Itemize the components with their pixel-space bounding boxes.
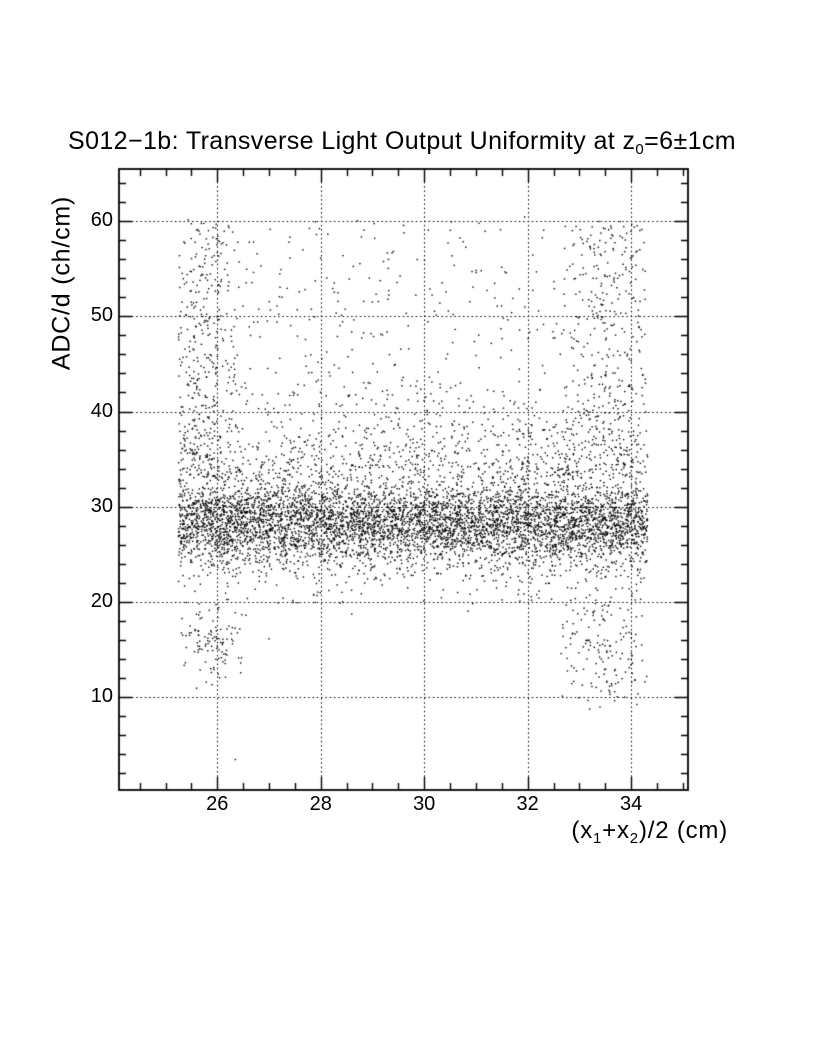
x-tick-label-34: 34 xyxy=(619,793,643,815)
y-tick-label-20: 20 xyxy=(90,589,113,612)
x-axis-label-p3: )/2 (cm) xyxy=(638,817,728,844)
y-tick-label-40: 40 xyxy=(90,399,113,422)
x-axis-label-sub2: 2 xyxy=(629,830,639,847)
y-tick-label-30: 30 xyxy=(90,494,113,517)
chart-title-text: S012−1b: Transverse Light Output Uniform… xyxy=(68,127,636,155)
y-tick-label-10: 10 xyxy=(90,684,113,707)
y-tick-label-50: 50 xyxy=(90,304,113,327)
chart-title-suffix: =6±1cm xyxy=(644,127,737,155)
x-axis-label: (x1+x2)/2 (cm) xyxy=(571,817,728,847)
x-axis-label-p2: +x xyxy=(602,817,630,844)
x-tick-label-26: 26 xyxy=(206,793,229,815)
x-tick-label-32: 32 xyxy=(516,793,539,815)
chart-title-subscript: 0 xyxy=(635,141,645,158)
x-axis-label-sub1: 1 xyxy=(593,830,603,847)
chart-title: S012−1b: Transverse Light Output Uniform… xyxy=(68,127,736,158)
y-tick-label-60: 60 xyxy=(90,209,113,232)
x-tick-label-28: 28 xyxy=(309,793,332,815)
x-axis-label-p1: (x xyxy=(571,817,593,844)
x-tick-label-30: 30 xyxy=(413,793,436,815)
